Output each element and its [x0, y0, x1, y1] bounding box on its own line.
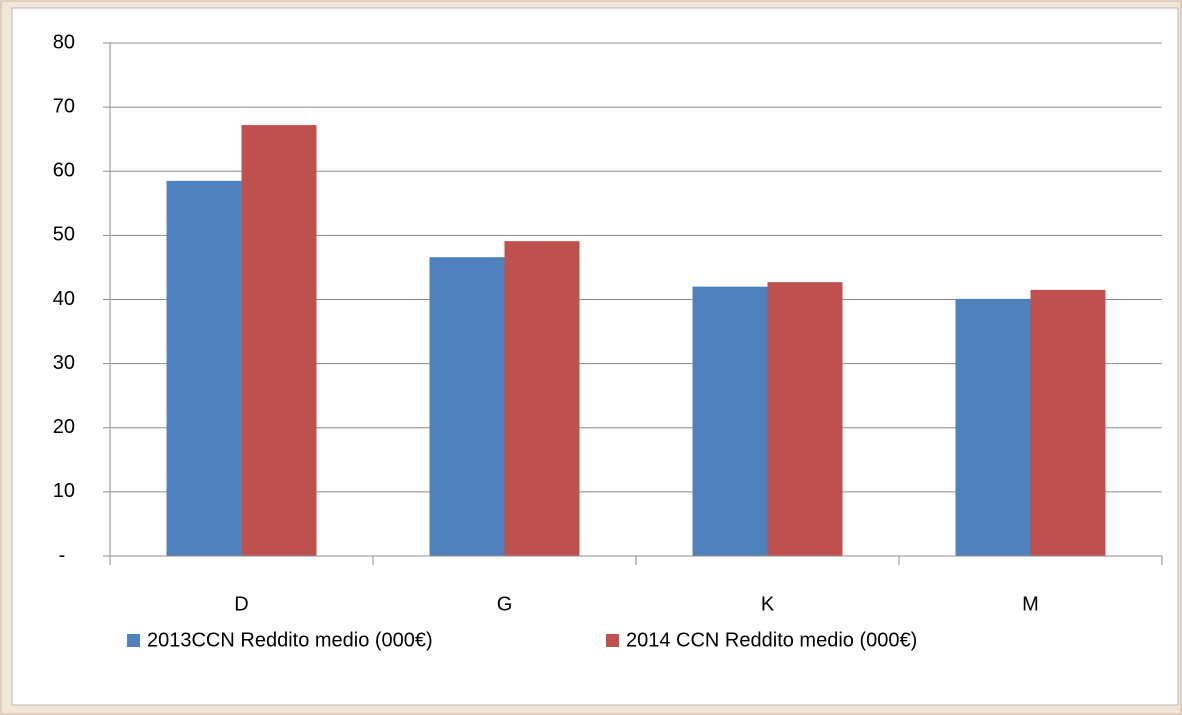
bar — [955, 298, 1031, 556]
bar — [504, 241, 580, 557]
legend-swatch — [127, 634, 140, 647]
bar — [429, 257, 505, 556]
x-tick-label: D — [234, 593, 248, 615]
y-tick-label: 70 — [53, 95, 75, 117]
bar — [692, 286, 768, 556]
y-tick-label: 50 — [53, 224, 75, 246]
y-tick-label: 80 — [53, 31, 75, 53]
y-tick-label: 20 — [53, 416, 75, 438]
bar — [241, 125, 317, 556]
bar — [166, 180, 242, 556]
y-tick-label: - — [59, 544, 66, 566]
legend-label: 2013CCN Reddito medio (000€) — [147, 629, 433, 651]
bar — [767, 282, 843, 556]
legend-label: 2014 CCN Reddito medio (000€) — [626, 629, 917, 651]
y-tick-label: 40 — [53, 288, 75, 310]
x-tick-label: G — [497, 593, 513, 615]
bar — [1030, 289, 1106, 556]
legend-swatch — [606, 634, 619, 647]
y-tick-label: 30 — [53, 352, 75, 374]
y-tick-label: 10 — [53, 480, 75, 502]
x-tick-label: M — [1022, 593, 1039, 615]
plot-area: - 10 20 30 40 50 60 70 80 D G K M 2013CCN Reddito med… — [53, 31, 1163, 651]
y-tick-label: 60 — [53, 160, 75, 182]
x-tick-label: K — [761, 593, 775, 615]
